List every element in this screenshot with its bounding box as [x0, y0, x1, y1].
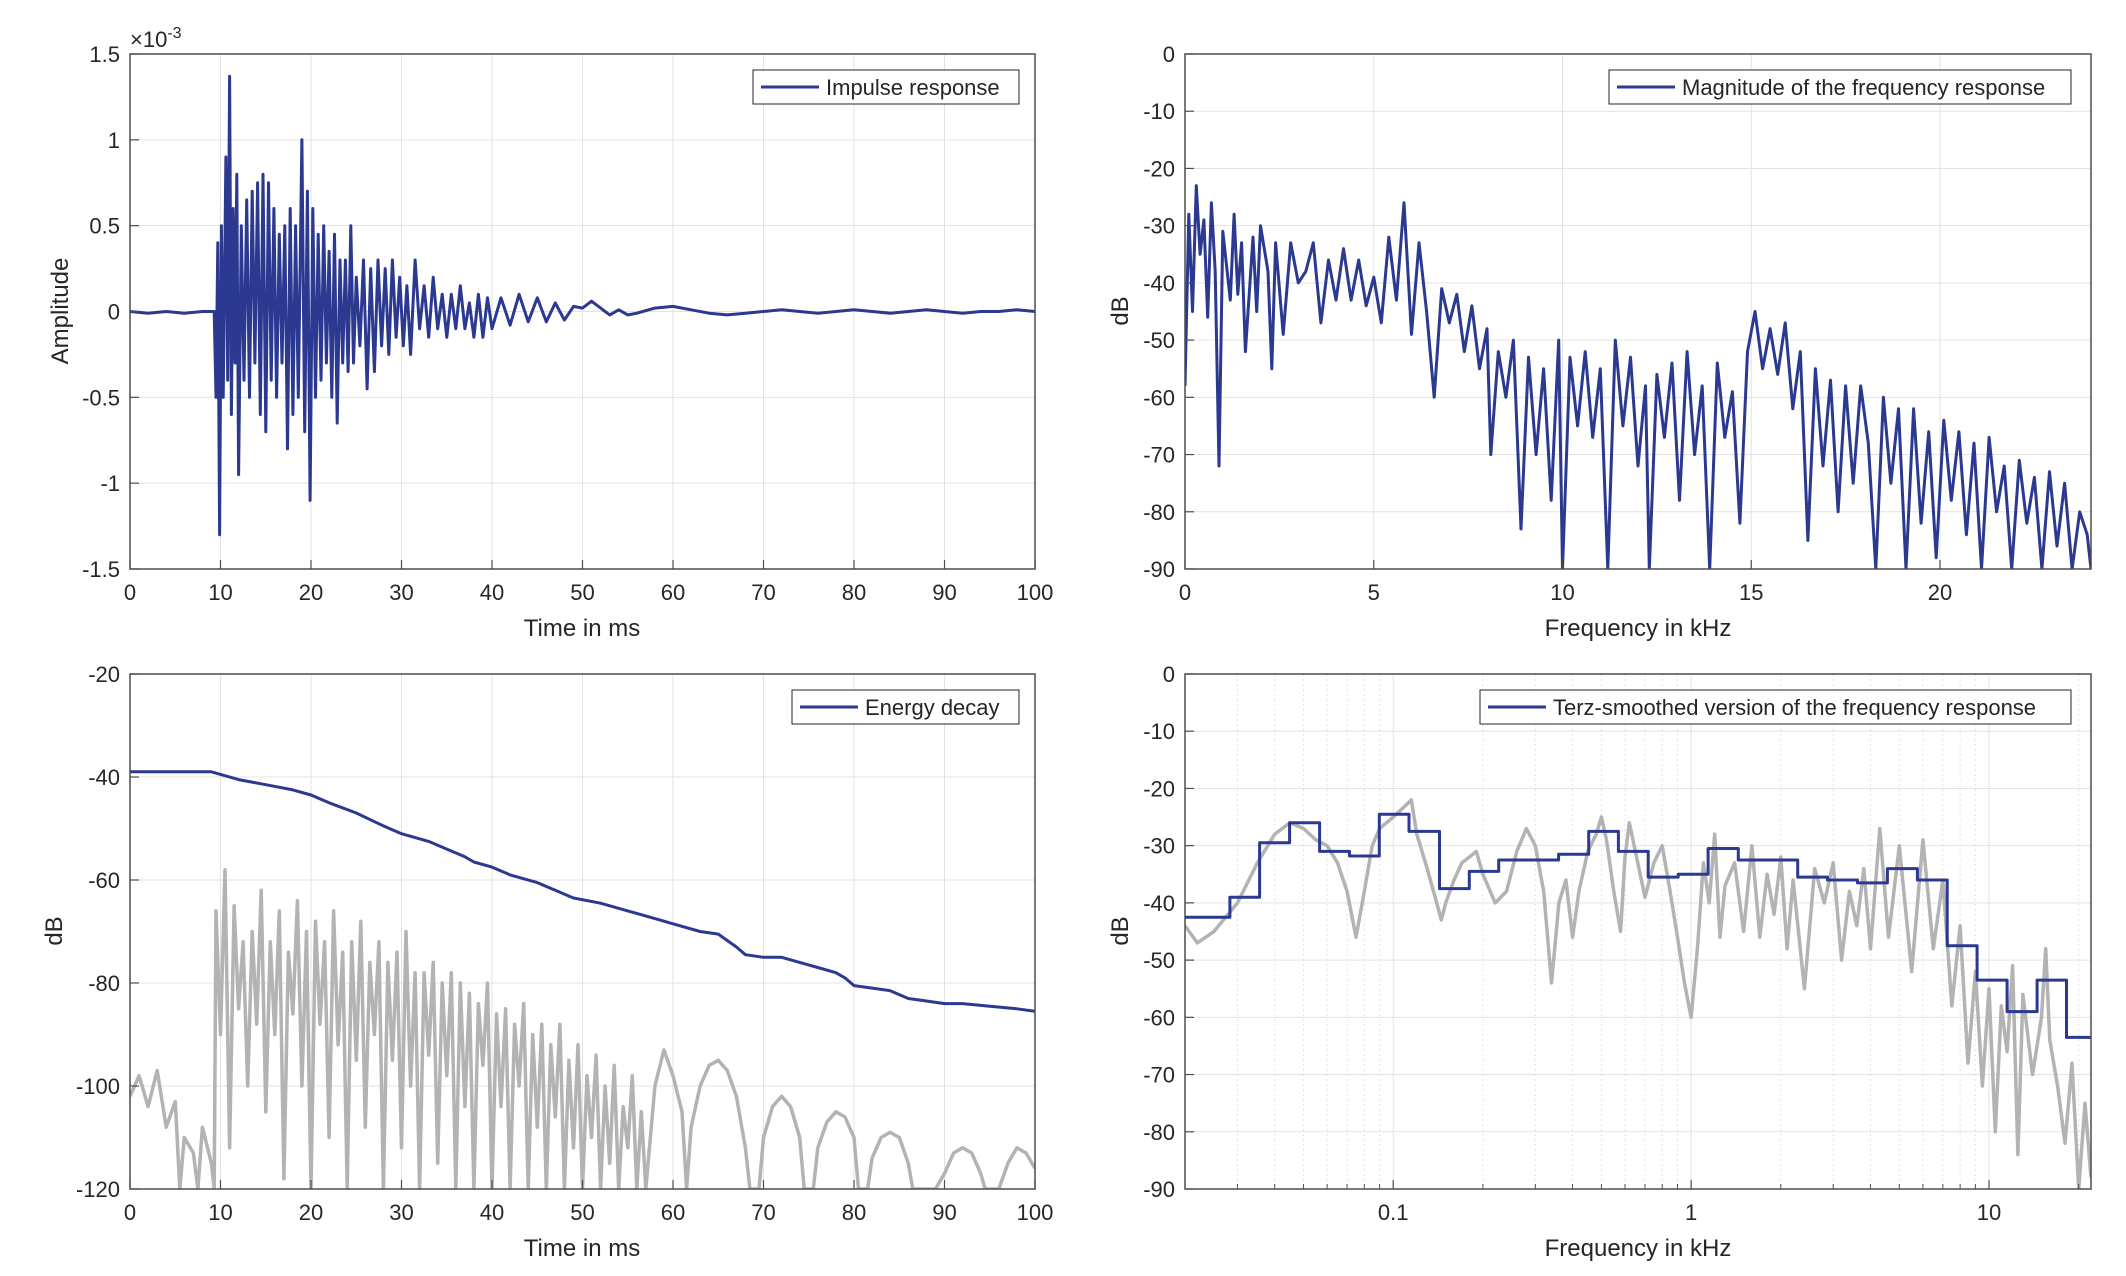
x-tick-label: 10 [1977, 1200, 2001, 1225]
x-tick-label: 40 [480, 580, 504, 605]
y-tick-label: 0 [1163, 662, 1175, 687]
x-tick-label: 20 [1928, 580, 1952, 605]
x-tick-label: 20 [299, 580, 323, 605]
y-tick-label: 1 [108, 128, 120, 153]
x-tick-label: 10 [208, 1200, 232, 1225]
y-tick-label: -20 [1143, 156, 1175, 181]
x-tick-label: 70 [751, 1200, 775, 1225]
x-tick-label: 60 [661, 580, 685, 605]
magnitude-legend: Magnitude of the frequency response [1608, 69, 2072, 105]
y-tick-label: 0.5 [89, 214, 120, 239]
x-tick-label: 0 [124, 580, 136, 605]
x-tick-label: 50 [570, 580, 594, 605]
y-tick-label: -40 [1143, 891, 1175, 916]
y-tick-label: -30 [1143, 834, 1175, 859]
y-tick-label: 1.5 [89, 42, 120, 67]
magnitude-legend-label: Magnitude of the frequency response [1682, 75, 2045, 100]
x-tick-label: 80 [842, 580, 866, 605]
x-tick-label: 5 [1368, 580, 1380, 605]
x-tick-label: 90 [932, 580, 956, 605]
series-line-primary [1185, 812, 2091, 1039]
x-tick-label: 80 [842, 1200, 866, 1225]
impulse-y-exponent: ×10-3 [130, 25, 182, 52]
x-tick-label: 40 [480, 1200, 504, 1225]
y-tick-label: -120 [76, 1177, 120, 1202]
y-tick-label: 0 [1163, 42, 1175, 67]
y-tick-label: -40 [88, 765, 120, 790]
x-tick-label: 90 [932, 1200, 956, 1225]
y-tick-label: -70 [1143, 1063, 1175, 1088]
x-tick-label: 15 [1739, 580, 1763, 605]
terz-x-axis-label: Frequency in kHz [1545, 1235, 1732, 1262]
x-tick-label: 30 [389, 580, 413, 605]
y-tick-label: -1.5 [82, 557, 120, 582]
x-tick-label: 20 [299, 1200, 323, 1225]
x-tick-label: 10 [1550, 580, 1574, 605]
energy-legend-label: Energy decay [865, 695, 1000, 720]
y-tick-label: -90 [1143, 1177, 1175, 1202]
series-line-primary [130, 74, 1035, 537]
x-tick-label: 10 [208, 580, 232, 605]
magnitude-plot-frame [1184, 53, 2092, 570]
series-line-primary [1185, 184, 2091, 569]
impulse-y-axis-label: Amplitude [47, 258, 74, 365]
impulse-legend-label: Impulse response [826, 75, 1000, 100]
y-tick-label: -60 [1143, 1005, 1175, 1030]
y-tick-label: -80 [1143, 500, 1175, 525]
y-tick-label: -80 [1143, 1120, 1175, 1145]
x-tick-label: 30 [389, 1200, 413, 1225]
energy-legend: Energy decay [791, 689, 1020, 725]
x-tick-label: 0 [1179, 580, 1191, 605]
terz-legend-label: Terz-smoothed version of the frequency r… [1553, 695, 2036, 720]
x-tick-label: 100 [1017, 1200, 1054, 1225]
magnitude-x-axis-label: Frequency in kHz [1545, 615, 1732, 642]
frequency-magnitude-panel: 0 5 10 15 20-90-80-70-60-50-40-30-20-100 dB … [1107, 42, 2092, 642]
terz-legend: Terz-smoothed version of the frequency r… [1479, 689, 2072, 725]
y-tick-label: -100 [76, 1074, 120, 1099]
terz-y-axis-label: dB [1107, 916, 1134, 945]
energy-x-axis-label: Time in ms [524, 1235, 640, 1262]
series-line-primary [130, 770, 1035, 1013]
x-tick-label: 50 [570, 1200, 594, 1225]
energy-decay-panel: 0 10 20 30 40 50 60 70 80 90 100 -120 -100 -80 -60 -40 -… [41, 662, 1053, 1262]
y-tick-label: -30 [1143, 214, 1175, 239]
y-tick-label: -80 [88, 971, 120, 996]
y-tick-label: -40 [1143, 271, 1175, 296]
y-tick-label: -60 [1143, 385, 1175, 410]
y-tick-label: -10 [1143, 99, 1175, 124]
y-tick-label: -10 [1143, 719, 1175, 744]
y-tick-label: -50 [1143, 948, 1175, 973]
x-tick-label: 60 [661, 1200, 685, 1225]
y-tick-label: -50 [1143, 328, 1175, 353]
x-tick-label: 70 [751, 580, 775, 605]
magnitude-y-axis-label: dB [1107, 296, 1134, 325]
impulse-x-axis-label: Time in ms [524, 615, 640, 642]
y-tick-label: 0 [108, 300, 120, 325]
series-line-raw [1185, 798, 2091, 1189]
terz-smoothed-panel: 0.1 1 10 -90 -80 -70 -60 -50 -40 -30 -20 -10 0 dB Fr… [1107, 662, 2092, 1262]
x-tick-label: 0.1 [1378, 1200, 1409, 1225]
x-tick-label: 1 [1685, 1200, 1697, 1225]
x-tick-label: 0 [124, 1200, 136, 1225]
terz-plot-frame [1184, 673, 2092, 1190]
energy-y-axis-label: dB [41, 916, 68, 945]
y-tick-label: -90 [1143, 557, 1175, 582]
y-tick-label: -1 [100, 471, 120, 496]
y-tick-label: -20 [88, 662, 120, 687]
y-tick-label: -0.5 [82, 385, 120, 410]
impulse-legend: Impulse response [752, 69, 1020, 105]
x-tick-label: 100 [1017, 580, 1054, 605]
y-tick-label: -20 [1143, 776, 1175, 801]
y-tick-label: -60 [88, 868, 120, 893]
impulse-response-panel: 0 10 20 30 40 50 60 70 80 90 100 -1.5 -1 -0.5 0 0.5 1 1.5… [47, 25, 1053, 642]
y-tick-label: -70 [1143, 443, 1175, 468]
series-line-raw [130, 867, 1035, 1189]
